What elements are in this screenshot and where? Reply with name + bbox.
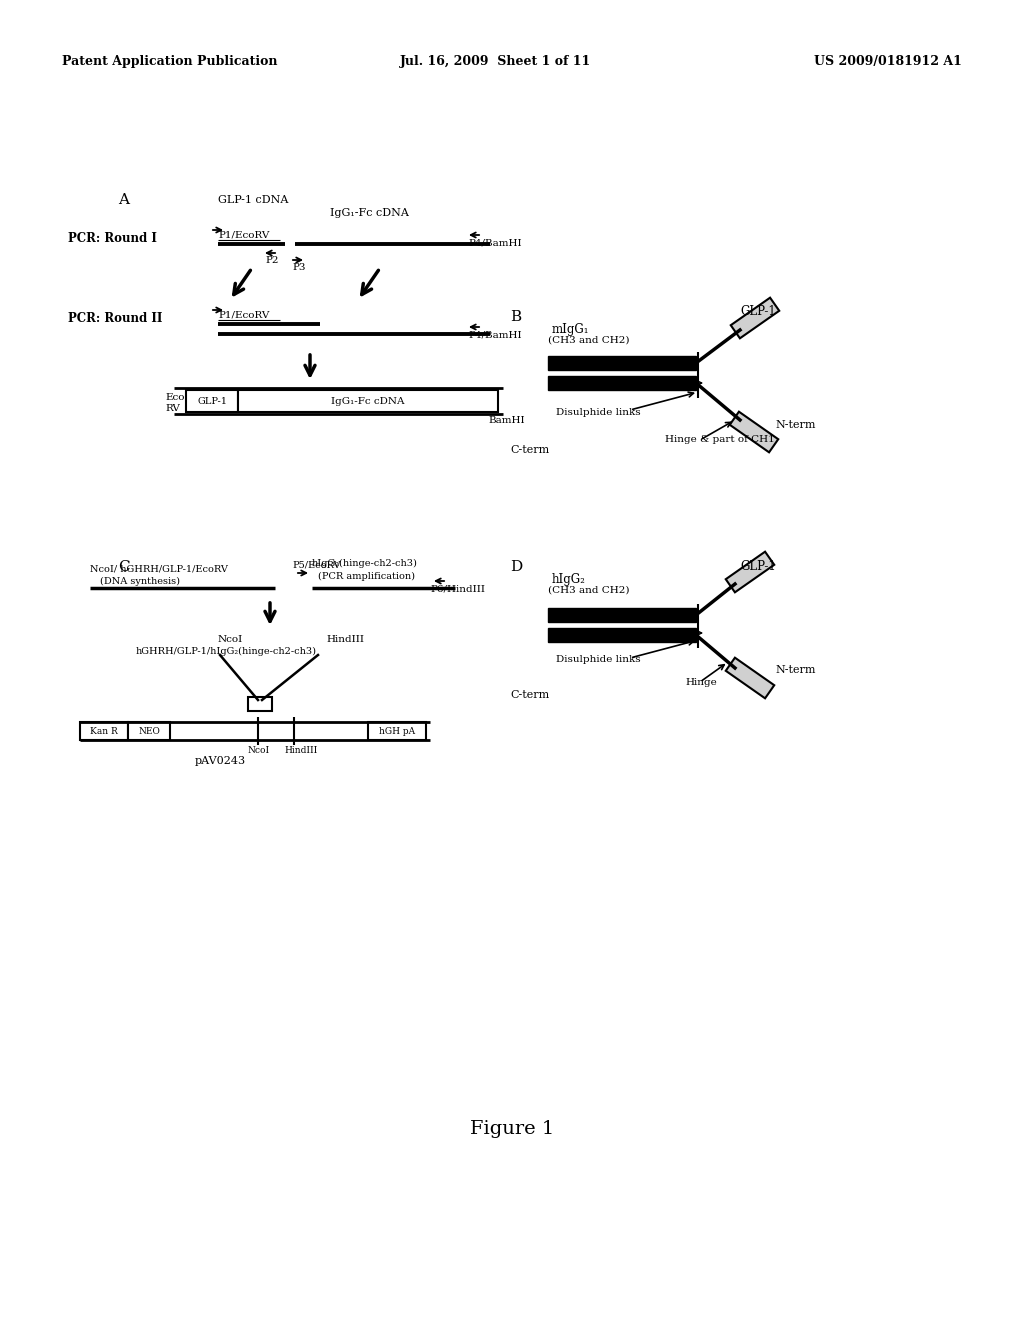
Text: P2: P2: [265, 256, 279, 265]
Text: NcoI/ hGHRH/GLP-1/EcoRV: NcoI/ hGHRH/GLP-1/EcoRV: [90, 564, 228, 573]
FancyBboxPatch shape: [80, 722, 128, 741]
FancyBboxPatch shape: [248, 697, 272, 711]
FancyBboxPatch shape: [128, 722, 170, 741]
Text: Jul. 16, 2009  Sheet 1 of 11: Jul. 16, 2009 Sheet 1 of 11: [400, 55, 591, 69]
Text: Figure 1: Figure 1: [470, 1119, 554, 1138]
Text: Eco: Eco: [165, 393, 184, 403]
Text: RV: RV: [165, 404, 180, 413]
Text: P1/EcoRV: P1/EcoRV: [218, 312, 269, 319]
Text: Kan R: Kan R: [90, 726, 118, 735]
Text: HindIII: HindIII: [284, 746, 317, 755]
Text: P1/EcoRV: P1/EcoRV: [218, 231, 269, 240]
Text: GLP-1: GLP-1: [740, 560, 776, 573]
FancyBboxPatch shape: [238, 389, 498, 412]
FancyBboxPatch shape: [548, 628, 696, 642]
Text: (CH3 and CH2): (CH3 and CH2): [548, 586, 630, 595]
Text: (DNA synthesis): (DNA synthesis): [100, 577, 180, 586]
Text: C-term: C-term: [510, 690, 549, 700]
Polygon shape: [731, 298, 779, 338]
Text: Disulphide links: Disulphide links: [556, 408, 641, 417]
Text: pAV0243: pAV0243: [195, 756, 246, 766]
Text: P5/EcoRV: P5/EcoRV: [292, 561, 341, 570]
Text: IgG₁-Fc cDNA: IgG₁-Fc cDNA: [330, 209, 409, 218]
Text: NcoI: NcoI: [218, 635, 244, 644]
Text: N-term: N-term: [775, 420, 815, 430]
Text: C: C: [118, 560, 130, 574]
FancyBboxPatch shape: [368, 722, 426, 741]
Text: US 2009/0181912 A1: US 2009/0181912 A1: [814, 55, 962, 69]
Polygon shape: [730, 412, 778, 453]
Text: P4/BamHI: P4/BamHI: [468, 330, 521, 339]
Text: B: B: [510, 310, 521, 323]
Text: Disulphide links: Disulphide links: [556, 655, 641, 664]
Text: A: A: [118, 193, 129, 207]
Text: P3: P3: [292, 263, 305, 272]
Text: C-term: C-term: [510, 445, 549, 455]
FancyBboxPatch shape: [548, 609, 696, 622]
Text: NEO: NEO: [138, 726, 160, 735]
Text: BamHI: BamHI: [488, 416, 524, 425]
Text: Hinge & part of CH1: Hinge & part of CH1: [665, 436, 775, 444]
Text: PCR: Round II: PCR: Round II: [68, 312, 163, 325]
Polygon shape: [726, 657, 774, 698]
Text: HindIII: HindIII: [326, 635, 364, 644]
Text: D: D: [510, 560, 522, 574]
Text: hIgG₂(hinge-ch2-ch3): hIgG₂(hinge-ch2-ch3): [312, 558, 418, 568]
Text: GLP-1: GLP-1: [740, 305, 776, 318]
Text: Hinge: Hinge: [685, 678, 717, 686]
Text: hGH pA: hGH pA: [379, 726, 415, 735]
Polygon shape: [726, 552, 774, 593]
Text: hIgG₂: hIgG₂: [552, 573, 586, 586]
FancyBboxPatch shape: [548, 376, 696, 389]
Text: (PCR amplification): (PCR amplification): [318, 572, 415, 581]
Text: P6/HindIII: P6/HindIII: [430, 583, 485, 593]
Text: N-term: N-term: [775, 665, 815, 675]
Text: P4/BamHI: P4/BamHI: [468, 238, 521, 247]
Text: NcoI: NcoI: [248, 746, 270, 755]
Text: PCR: Round I: PCR: Round I: [68, 231, 157, 244]
Text: (CH3 and CH2): (CH3 and CH2): [548, 337, 630, 345]
Text: GLP-1 cDNA: GLP-1 cDNA: [218, 195, 289, 205]
Text: Patent Application Publication: Patent Application Publication: [62, 55, 278, 69]
Text: mIgG₁: mIgG₁: [552, 323, 590, 337]
Text: hGHRH/GLP-1/hIgG₂(hinge-ch2-ch3): hGHRH/GLP-1/hIgG₂(hinge-ch2-ch3): [136, 647, 317, 656]
FancyBboxPatch shape: [186, 389, 238, 412]
Text: IgG₁-Fc cDNA: IgG₁-Fc cDNA: [331, 396, 404, 405]
FancyBboxPatch shape: [548, 356, 696, 370]
Text: GLP-1: GLP-1: [197, 396, 227, 405]
